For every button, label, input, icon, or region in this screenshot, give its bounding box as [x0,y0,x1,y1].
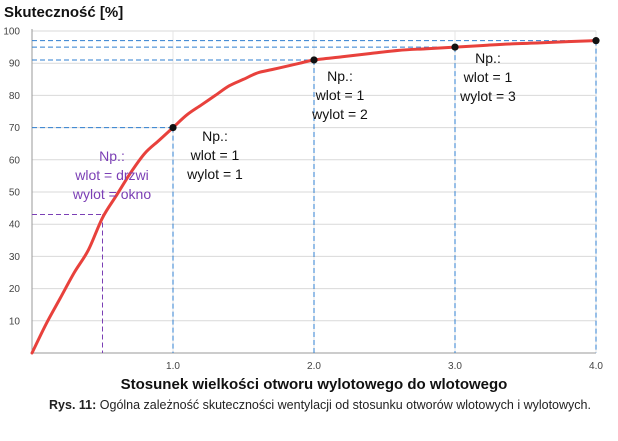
y-tick-label: 100 [3,27,20,38]
y-tick-label: 10 [9,316,21,327]
y-tick-label: 90 [9,59,21,70]
annotation-line: wylot = 3 [459,88,516,104]
data-point-marker [169,124,177,132]
annotation-line: wylot = 2 [311,106,368,122]
y-tick-label: 50 [9,188,21,199]
x-tick-label: 3.0 [448,361,462,372]
annotation-text: Np.: wlot = drzwi wylot = okno [72,148,151,202]
data-point-marker [310,56,318,64]
y-tick-label: 40 [9,220,21,231]
y-tick-label: 20 [9,284,21,295]
annotation-line: wlot = drzwi [74,167,149,183]
axes [31,29,596,354]
data-point-marker [592,37,600,45]
x-axis-title: Stosunek wielkości otworu wylotowego do … [121,376,508,393]
annotation-line: wylot = okno [72,186,151,202]
annotation-line: wlot = 1 [315,87,365,103]
annotation-line: wlot = 1 [190,147,240,163]
caption-label: Rys. 11: [49,398,97,412]
y-tick-label: 30 [9,252,21,263]
x-tick-label: 2.0 [307,361,321,372]
annotation-text: Np.: wlot = 1 wylot = 2 [311,68,368,122]
y-tick-label: 80 [9,91,21,102]
tick-labels: 10 20 30 40 50 60 70 80 90 100 1.0 2.0 3.0 4.0 [3,27,603,373]
data-point-marker [451,43,459,51]
y-tick-label: 70 [9,123,21,134]
x-tick-label: 1.0 [166,361,180,372]
annotation-line: Np.: [202,128,228,144]
x-tick-label: 4.0 [589,361,603,372]
annotation-line: wylot = 1 [186,166,243,182]
marker-layer [169,37,600,132]
annotation-line: Np.: [327,68,353,84]
efficiency-chart: 10 20 30 40 50 60 70 80 90 100 1.0 2.0 3.0 4.0 Np.: wl… [3,4,603,393]
reference-lines [32,40,597,353]
annotation-text: Np.: wlot = 1 wylot = 1 [186,128,243,182]
annotation-line: wlot = 1 [463,69,513,85]
figure-caption: Rys. 11: Ogólna zależność skuteczności w… [40,396,600,414]
caption-text: Ogólna zależność skuteczności wentylacji… [99,398,591,412]
annotation-line: Np.: [475,50,501,66]
y-tick-label: 60 [9,155,21,166]
annotation-line: Np.: [99,148,125,164]
y-axis-title: Skuteczność [%] [4,4,123,21]
annotations: Np.: wlot = drzwi wylot = okno Np.: wlot = 1… [72,50,516,202]
annotation-text: Np.: wlot = 1 wylot = 3 [459,50,516,104]
